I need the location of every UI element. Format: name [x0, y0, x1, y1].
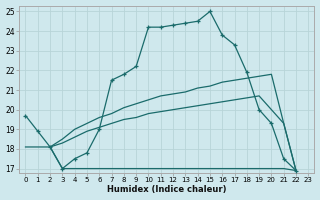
X-axis label: Humidex (Indice chaleur): Humidex (Indice chaleur)	[107, 185, 227, 194]
